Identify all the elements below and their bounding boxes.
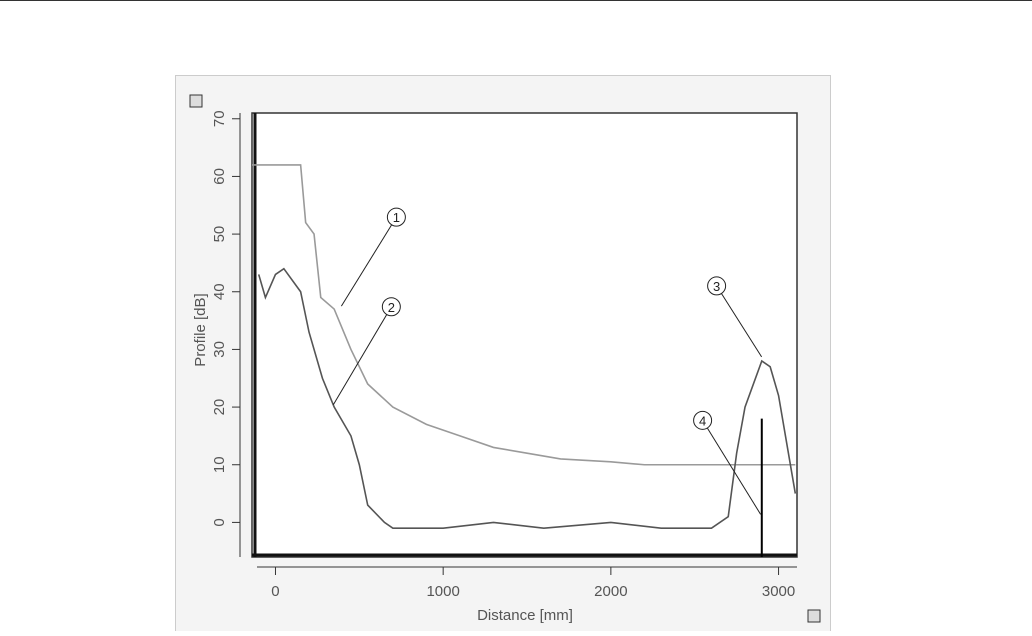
annotation-label: 2 [388,300,395,315]
series-line [252,164,796,466]
scroll-button[interactable] [807,609,821,623]
annotation-circle [386,207,406,227]
y-tick-label: 10 [211,456,228,473]
x-tick-label: 1000 [426,583,459,600]
annotation-circle [707,276,727,296]
annotation-label: 3 [713,279,720,294]
annotation-arrow [340,216,397,307]
x-axis-title: Distance [mm] [477,607,573,624]
annotation-circle [693,410,713,430]
annotation-label: 4 [699,413,706,428]
annotation-label: 1 [393,210,400,225]
y-tick-label: 30 [211,341,228,358]
annotation-arrow [702,420,762,515]
y-axis-title: Profile [dB] [192,293,209,366]
y-tick-label: 60 [211,168,228,185]
y-tick-label: 40 [211,283,228,300]
x-tick-label: 0 [271,583,279,600]
y-tick-label: 0 [211,518,228,526]
x-tick-label: 3000 [762,583,795,600]
corner-button[interactable] [189,94,203,108]
x-tick-label: 2000 [594,583,627,600]
y-tick-label: 50 [211,226,228,243]
plot-area [251,112,798,558]
annotation-arrow [332,306,392,406]
annotation-arrow [716,285,763,358]
series-line [257,267,797,529]
annotation-circle [381,297,401,317]
y-tick-label: 70 [211,110,228,127]
y-tick-label: 20 [211,399,228,416]
